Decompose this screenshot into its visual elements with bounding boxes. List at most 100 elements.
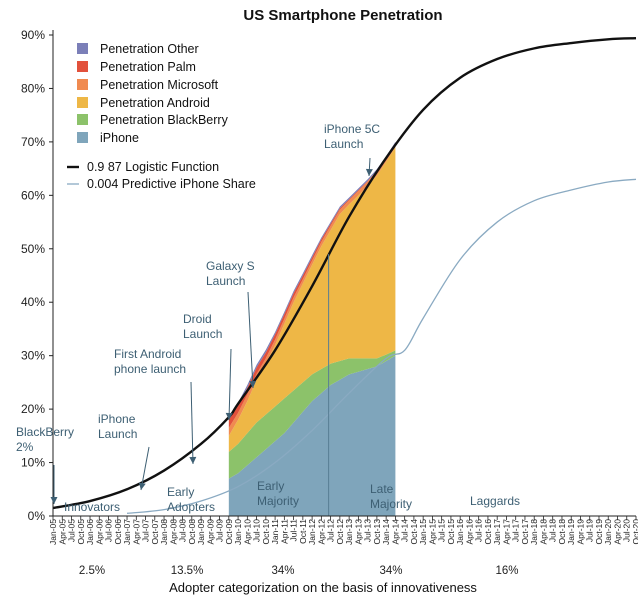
x-tick-label: Oct-16 [483,519,493,545]
legend-entry-label: 0.9 87 Logistic Function [87,160,219,174]
annotation-arrowhead [365,168,373,176]
adopter-segment-label: Innovators [64,500,120,514]
y-tick-label: 40% [21,295,45,309]
chart-title: US Smartphone Penetration [243,7,442,24]
x-tick-label: Apr-17 [501,519,511,545]
x-tick-label: Jan-18 [529,519,539,545]
annotation-arrowhead [225,412,233,420]
x-tick-label: Jul-06 [104,519,114,542]
x-tick-label: Jan-20 [603,519,613,545]
x-tick-label: Apr-16 [464,519,474,545]
adopter-segment-label: Adopters [167,500,215,514]
annotation-label: First Android [114,347,181,361]
x-tick-label: Oct-09 [224,519,234,545]
legend-entry-label: Penetration Other [100,42,199,56]
x-tick-label: Jul-14 [400,519,410,542]
x-tick-label: Apr-11 [279,519,289,544]
x-tick-label: Jan-12 [307,519,317,545]
annotation-arrow [247,291,254,389]
area-penetration-microsoft [228,143,396,436]
annotation-label: Launch [98,427,137,441]
x-tick-label: Jul-12 [326,519,336,542]
x-tick-label: Jul-09 [215,519,225,542]
x-tick-label: Oct-15 [446,519,456,545]
x-tick-label: Jan-09 [196,519,206,545]
x-tick-label: Oct-14 [409,519,419,545]
x-tick-label: Jul-17 [511,519,521,542]
x-tick-label: Apr-19 [575,519,585,545]
y-tick-label: 70% [21,135,45,149]
x-tick-label: Oct-06 [113,519,123,545]
x-tick-label: Apr-15 [427,519,437,545]
x-tick-label: Oct-19 [594,519,604,545]
annotation-arrowhead [50,497,58,504]
x-tick-label: Apr-20 [612,519,622,545]
x-tick-label: Oct-10 [261,519,271,545]
annotation-label: BlackBerry [16,425,74,439]
x-tick-label: Jul-08 [178,519,188,542]
adopter-segment-label: Majority [257,494,299,508]
x-tick-label: Jul-15 [437,519,447,542]
y-tick-label: 20% [21,402,45,416]
adopter-segment-label: Majority [370,497,412,511]
legend-swatch [77,132,88,143]
x-tick-label: Oct-12 [335,519,345,545]
x-tick-label: Jul-11 [289,519,299,542]
annotation-arrowhead [138,482,146,490]
x-axis-label: Adopter categorization on the basis of i… [169,580,477,595]
adopter-segment-label: Early [257,479,284,493]
x-tick-label: Apr-13 [353,519,363,545]
x-tick-label: Apr-10 [242,519,252,545]
stacked-area-group [228,141,396,516]
y-tick-label: 30% [21,349,45,363]
legend-swatch [77,114,88,125]
x-tick-label: Jan-06 [85,519,95,545]
x-tick-label: Oct-07 [150,519,160,545]
y-tick-label: 60% [21,188,45,202]
x-tick-label: Jul-05 [67,519,77,542]
x-tick-label: Oct-11 [298,519,308,544]
x-tick-label: Oct-18 [557,519,567,545]
annotation-label: Droid [183,312,212,326]
y-tick-label: 10% [21,456,45,470]
x-tick-label: Jan-15 [418,519,428,545]
area-penetration-blackberry [228,350,396,479]
legend-entry-label: 0.004 Predictive iPhone Share [87,177,256,191]
x-tick-label: Jul-07 [141,519,151,542]
x-tick-label: Apr-08 [168,519,178,545]
segment-percentage: 34% [379,565,402,577]
x-tick-label: Jan-14 [381,519,391,545]
area-iphone [228,355,396,516]
predictive-iphone-share-line [126,178,637,514]
x-tick-label: Apr-07 [131,519,141,545]
segment-percentage: 2.5% [79,565,105,577]
x-tick-label: Jan-10 [233,519,243,545]
annotation-label: Launch [206,274,245,288]
legend-entry-label: Penetration Android [100,96,210,110]
annotation-label: Launch [324,137,363,151]
legend-entry-label: Penetration Microsoft [100,78,219,92]
x-tick-label: Jul-16 [474,519,484,542]
annotation-label: Launch [183,327,222,341]
legend-entry-label: Penetration BlackBerry [100,113,229,127]
x-tick-label: Apr-06 [94,519,104,545]
x-tick-label: Oct-05 [76,519,86,545]
x-tick-label: Jan-17 [492,519,502,545]
annotation-arrowhead [189,456,197,464]
legend-entry-label: iPhone [100,131,139,145]
x-tick-label: Jul-18 [548,519,558,542]
x-tick-label: Jan-11 [270,519,280,545]
x-tick-label: Jul-10 [252,519,262,542]
legend-swatch [77,79,88,90]
annotation-arrow [228,348,232,421]
x-tick-label: Oct-20 [631,519,638,545]
x-tick-label: Apr-12 [316,519,326,545]
x-tick-label: Jan-16 [455,519,465,545]
adopter-segment-label: Early [167,485,194,499]
x-tick-label: Jan-08 [159,519,169,545]
x-tick-label: Jan-19 [566,519,576,545]
segment-percentage: 16% [495,565,518,577]
x-tick-label: Jul-20 [622,519,632,542]
